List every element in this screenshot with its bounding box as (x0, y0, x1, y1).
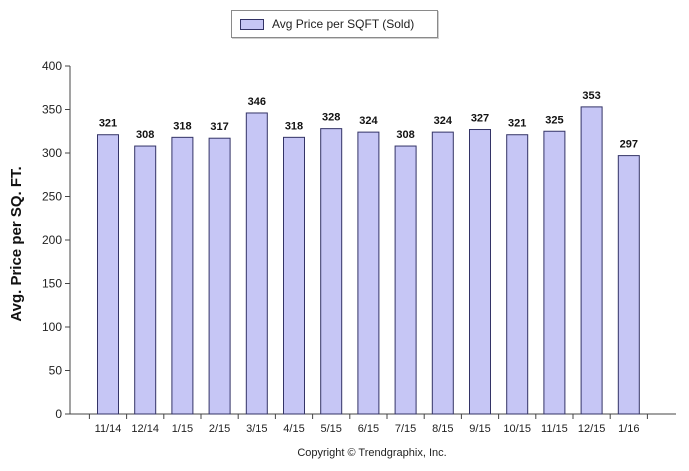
bars (97, 106, 640, 415)
legend-swatch (240, 19, 264, 30)
data-label: 317 (210, 121, 228, 133)
y-axis-title: Avg. Price per SQ. FT. (8, 166, 25, 321)
x-tick-label: 9/15 (469, 423, 490, 435)
x-tick-label: 8/15 (432, 423, 453, 435)
y-tick-label: 0 (55, 407, 62, 421)
x-tick-label: 12/15 (578, 423, 606, 435)
data-labels: 321 308 318 317 346 318 328 324 308 324 327 321 325 3… (99, 90, 638, 151)
data-label: 325 (545, 114, 563, 126)
bar (283, 136, 305, 415)
bar (171, 136, 194, 415)
x-tick-label: 4/15 (283, 423, 304, 435)
x-tick-label: 1/16 (618, 423, 639, 435)
data-label: 308 (396, 129, 414, 141)
data-label: 327 (471, 113, 489, 125)
bar (320, 128, 343, 415)
x-tick-label: 10/15 (503, 423, 531, 435)
data-label: 321 (508, 118, 526, 130)
copyright-text: Copyright © Trendgraphix, Inc. (297, 447, 447, 459)
bar (431, 131, 454, 415)
bar (134, 145, 157, 415)
y-tick-label: 50 (49, 364, 63, 378)
y-tick-label: 100 (42, 320, 62, 334)
data-label: 328 (322, 112, 340, 124)
bar (394, 145, 417, 415)
bar (469, 129, 491, 415)
x-tick-label: 11/14 (95, 423, 122, 435)
y-tick-label: 400 (42, 59, 62, 73)
bar (245, 112, 268, 415)
x-tick-label: 6/15 (358, 423, 379, 435)
data-label: 324 (434, 115, 453, 127)
legend: Avg Price per SQFT (Sold) (231, 10, 438, 38)
x-tick-label: 1/15 (172, 423, 193, 435)
x-tick-label: 3/15 (246, 423, 267, 435)
data-label: 318 (173, 120, 191, 132)
data-label: 308 (136, 129, 154, 141)
data-label: 297 (620, 139, 638, 151)
data-label: 353 (582, 90, 600, 102)
data-label: 324 (359, 115, 378, 127)
data-label: 321 (99, 118, 117, 130)
bar (97, 134, 119, 415)
y-tick-label: 150 (42, 277, 62, 291)
y-tick-label: 350 (42, 103, 62, 117)
bar (357, 131, 380, 415)
x-tick-label: 2/15 (209, 423, 230, 435)
y-axis: 0 50 100 150 200 250 300 350 400 (42, 59, 71, 421)
legend-label: Avg Price per SQFT (Sold) (272, 17, 415, 31)
y-tick-label: 250 (42, 190, 62, 204)
bar (580, 106, 603, 415)
bar (208, 137, 231, 415)
x-tick-label: 12/14 (131, 423, 159, 435)
bar (506, 134, 529, 415)
bar (617, 155, 640, 415)
data-label: 346 (248, 96, 266, 108)
x-tick-label: 7/15 (395, 423, 416, 435)
x-tick-label: 11/15 (541, 423, 568, 435)
data-label: 318 (285, 120, 303, 132)
y-tick-label: 300 (42, 146, 62, 160)
y-tick-label: 200 (42, 233, 62, 247)
bar (543, 130, 566, 415)
x-axis: 11/14 12/14 1/15 2/15 3/15 4/15 5/15 6/15 7/15 8/… (70, 413, 676, 435)
x-tick-label: 5/15 (320, 423, 341, 435)
